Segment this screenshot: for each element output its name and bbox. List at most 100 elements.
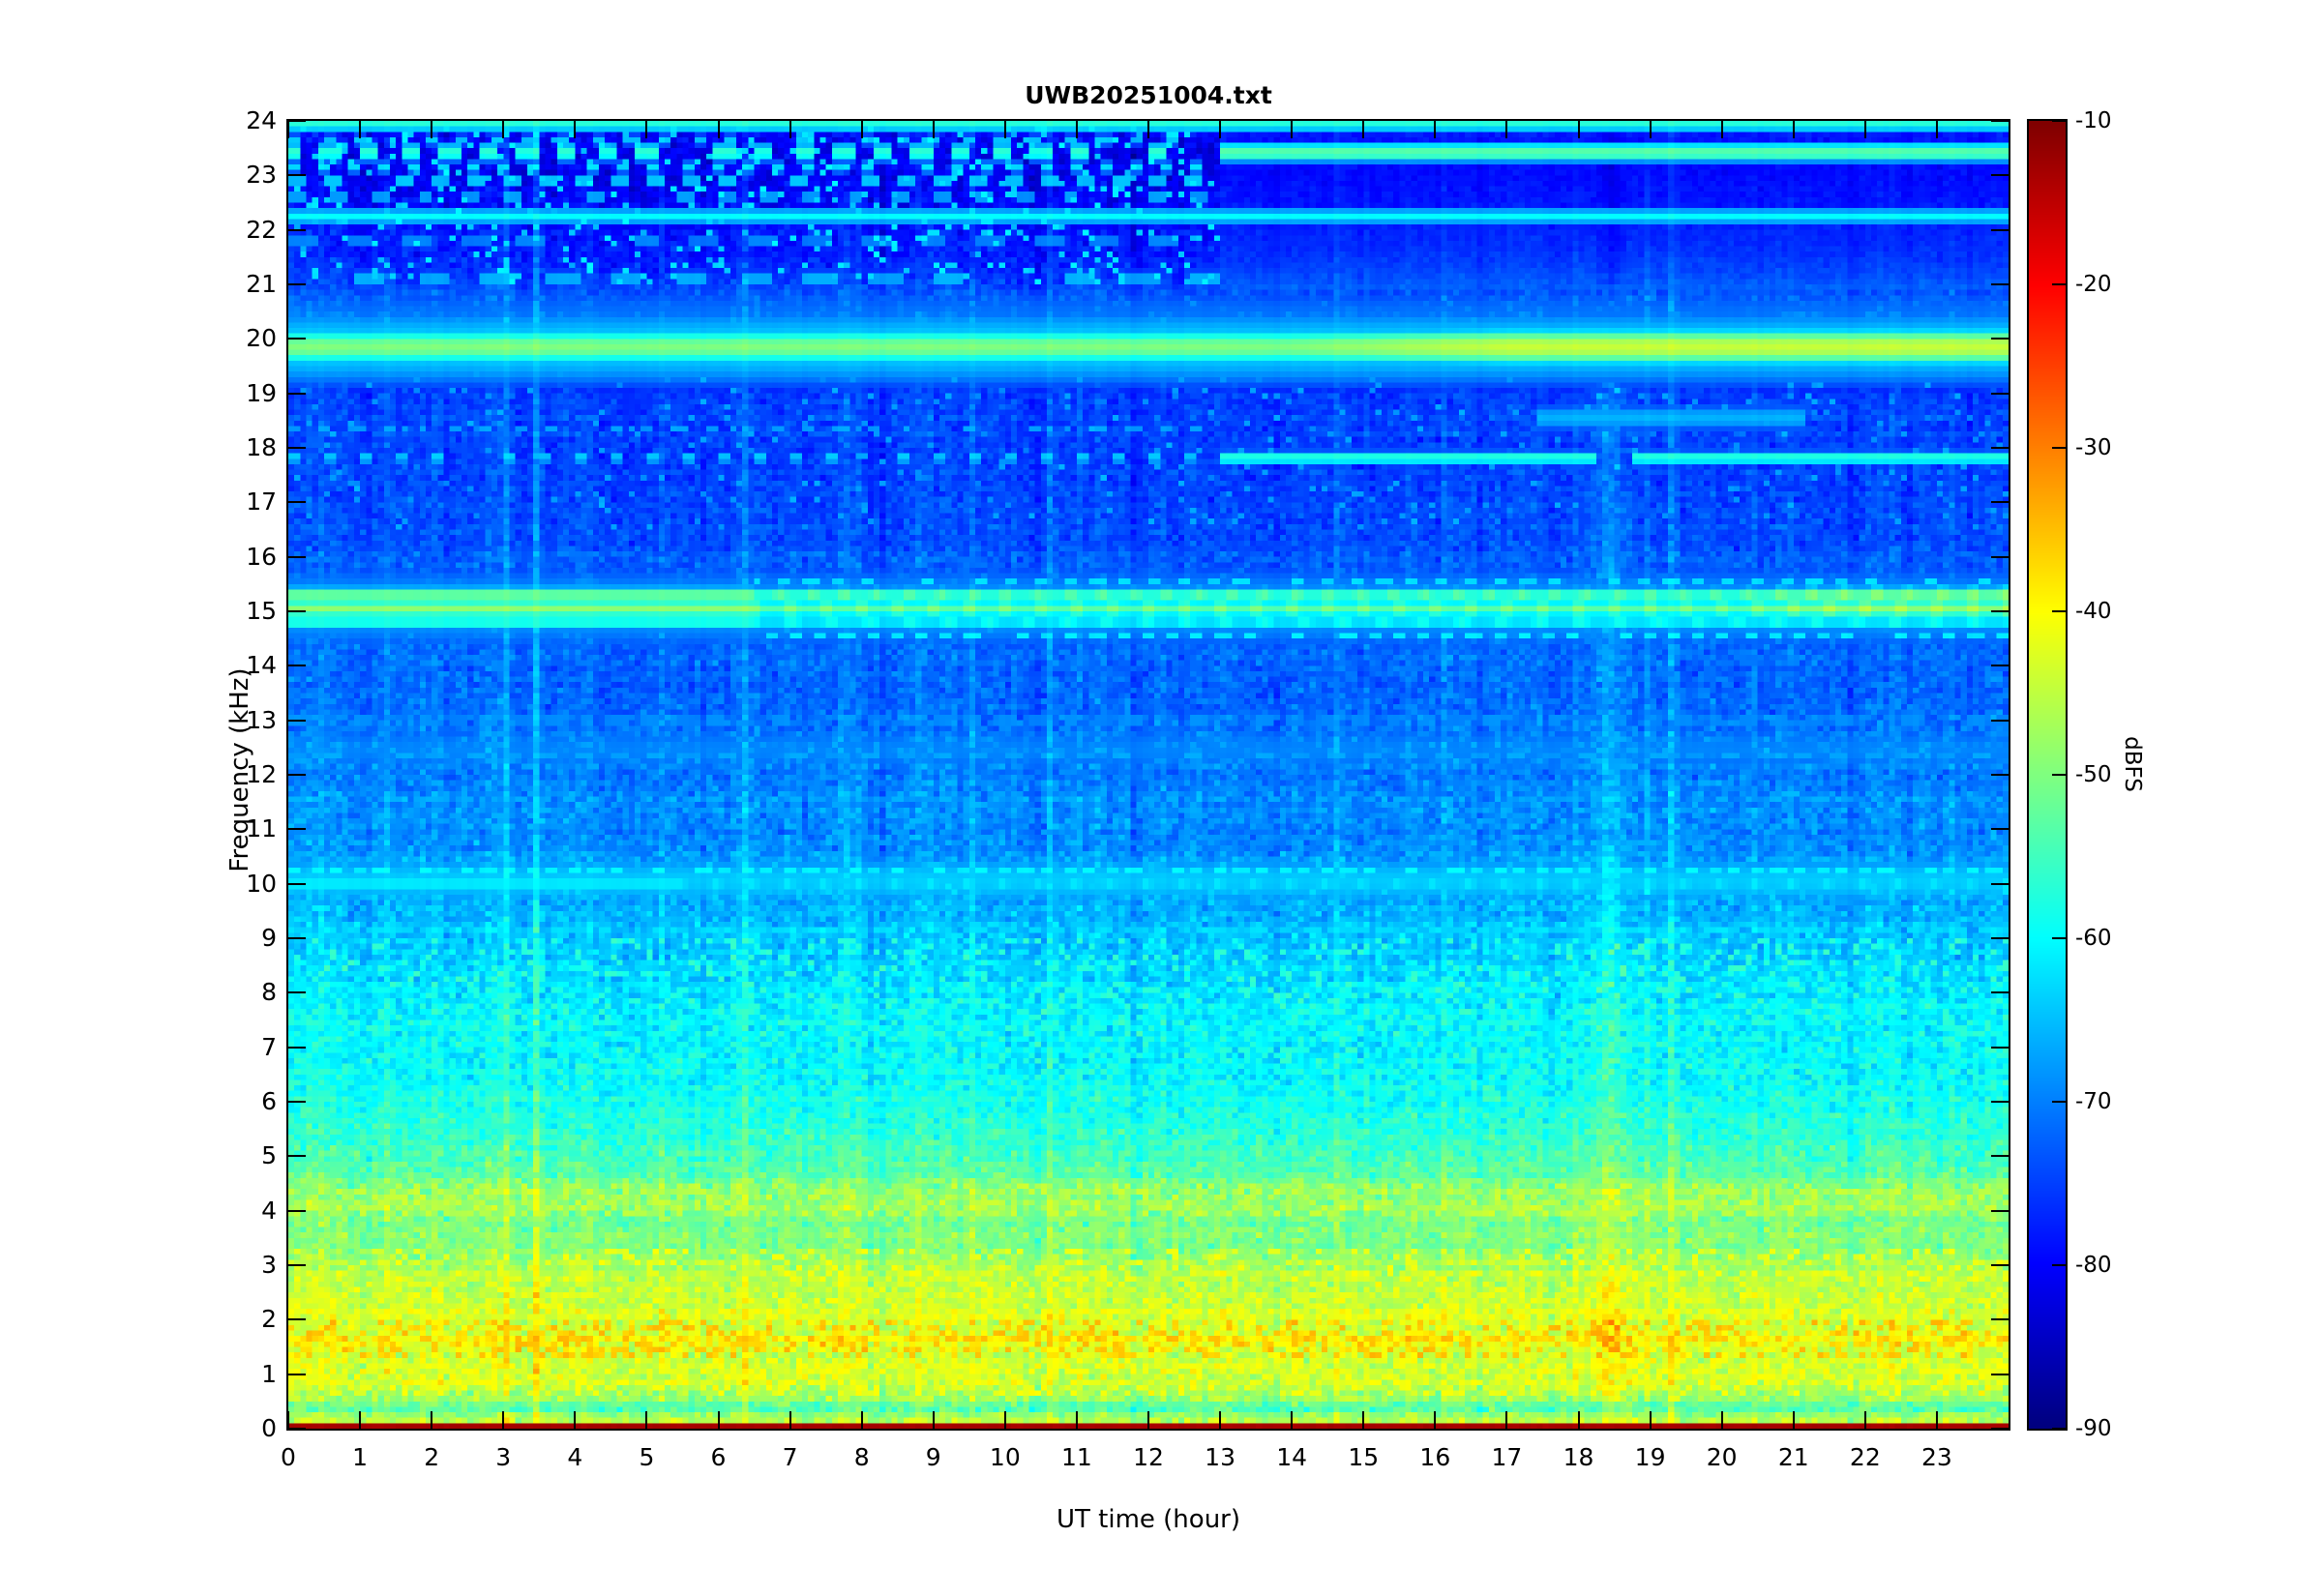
- x-tick-mark-top: [1720, 121, 1723, 138]
- x-tick-mark: [1720, 1411, 1723, 1429]
- y-tick-mark-right: [1991, 501, 2009, 504]
- x-tick-label: 19: [1634, 1443, 1666, 1471]
- y-tick-mark-right: [1991, 882, 2009, 885]
- colorbar-tick-label: -30: [2075, 435, 2112, 460]
- y-tick-label: 23: [246, 161, 277, 190]
- x-tick-label: 6: [710, 1443, 727, 1471]
- x-tick-mark: [717, 1411, 720, 1429]
- x-tick-mark: [1649, 1411, 1652, 1429]
- y-tick-mark-right: [1991, 610, 2009, 612]
- y-tick-mark-right: [1991, 1373, 2009, 1375]
- colorbar-tick-mark: [2052, 1101, 2066, 1103]
- x-tick-mark-top: [1792, 121, 1795, 138]
- x-tick-mark-top: [574, 121, 577, 138]
- y-tick-label: 19: [246, 378, 277, 407]
- x-tick-label: 15: [1348, 1443, 1380, 1471]
- x-tick-mark-top: [645, 121, 648, 138]
- x-tick-mark: [431, 1411, 433, 1429]
- y-tick-mark: [288, 501, 306, 504]
- y-tick-mark: [288, 774, 306, 776]
- x-tick-mark: [1147, 1411, 1149, 1429]
- x-tick-mark-top: [1219, 121, 1222, 138]
- colorbar-tick-mark: [2052, 937, 2066, 939]
- x-tick-mark-top: [1075, 121, 1078, 138]
- y-tick-mark-right: [1991, 1264, 2009, 1266]
- x-tick-label: 1: [352, 1443, 369, 1471]
- x-tick-mark-top: [860, 121, 863, 138]
- x-tick-label: 14: [1276, 1443, 1308, 1471]
- x-tick-mark-top: [1649, 121, 1652, 138]
- y-tick-mark-right: [1991, 1428, 2009, 1430]
- y-tick-label: 5: [261, 1141, 277, 1170]
- x-tick-label: 22: [1849, 1443, 1881, 1471]
- y-tick-label: 6: [261, 1087, 277, 1115]
- y-tick-mark-right: [1991, 937, 2009, 939]
- colorbar-tick-label: -20: [2075, 272, 2112, 297]
- y-tick-label: 21: [246, 270, 277, 298]
- y-tick-mark: [288, 1209, 306, 1212]
- y-tick-mark-right: [1991, 392, 2009, 395]
- x-tick-mark-top: [1863, 121, 1866, 138]
- y-tick-mark-right: [1991, 228, 2009, 231]
- x-tick-mark-top: [717, 121, 720, 138]
- y-tick-label: 10: [246, 869, 277, 898]
- colorbar-tick-mark: [2052, 774, 2066, 776]
- x-tick-label: 7: [782, 1443, 798, 1471]
- y-tick-label: 24: [246, 106, 277, 134]
- x-tick-mark-top: [287, 121, 289, 138]
- y-tick-label: 3: [261, 1251, 277, 1279]
- y-tick-mark-right: [1991, 1318, 2009, 1321]
- y-tick-mark: [288, 882, 306, 885]
- x-tick-label: 4: [567, 1443, 583, 1471]
- x-tick-mark: [502, 1411, 505, 1429]
- chart-title: UWB20251004.txt: [1025, 81, 1272, 109]
- x-tick-mark: [860, 1411, 863, 1429]
- x-tick-mark: [1075, 1411, 1078, 1429]
- x-tick-mark: [1434, 1411, 1437, 1429]
- x-tick-mark: [1291, 1411, 1294, 1429]
- x-axis-label: UT time (hour): [1056, 1505, 1241, 1534]
- colorbar-tick-label: -70: [2075, 1089, 2112, 1114]
- y-tick-mark: [288, 338, 306, 340]
- y-tick-mark-right: [1991, 1046, 2009, 1049]
- y-tick-mark-right: [1991, 120, 2009, 122]
- x-tick-mark-top: [1434, 121, 1437, 138]
- x-tick-mark: [932, 1411, 935, 1429]
- y-tick-label: 0: [261, 1414, 277, 1442]
- y-tick-label: 18: [246, 433, 277, 461]
- y-tick-mark: [288, 1046, 306, 1049]
- x-tick-mark-top: [1147, 121, 1149, 138]
- colorbar-label: dBFS: [2120, 736, 2145, 792]
- colorbar-tick-mark: [2052, 120, 2066, 122]
- x-tick-mark-top: [359, 121, 362, 138]
- y-tick-mark-right: [1991, 991, 2009, 994]
- y-tick-mark: [288, 1428, 306, 1430]
- x-tick-label: 3: [495, 1443, 512, 1471]
- y-tick-mark: [288, 120, 306, 122]
- x-tick-mark: [1792, 1411, 1795, 1429]
- spectrogram-heatmap: [288, 121, 2009, 1429]
- y-tick-mark-right: [1991, 283, 2009, 285]
- x-tick-label: 9: [925, 1443, 941, 1471]
- x-tick-mark: [1003, 1411, 1006, 1429]
- y-tick-mark: [288, 228, 306, 231]
- x-tick-label: 20: [1706, 1443, 1738, 1471]
- x-tick-label: 13: [1205, 1443, 1235, 1471]
- y-tick-mark-right: [1991, 774, 2009, 776]
- y-tick-mark: [288, 665, 306, 667]
- x-tick-label: 16: [1419, 1443, 1451, 1471]
- x-tick-mark-top: [1291, 121, 1294, 138]
- x-tick-mark: [1219, 1411, 1222, 1429]
- y-tick-mark-right: [1991, 719, 2009, 722]
- y-tick-mark: [288, 1101, 306, 1103]
- y-tick-mark: [288, 1318, 306, 1321]
- y-tick-label: 13: [246, 705, 277, 734]
- y-tick-mark-right: [1991, 174, 2009, 177]
- y-tick-mark: [288, 937, 306, 939]
- colorbar-tick-mark: [2052, 283, 2066, 285]
- x-tick-mark: [359, 1411, 362, 1429]
- x-tick-label: 21: [1777, 1443, 1809, 1471]
- y-tick-label: 7: [261, 1032, 277, 1061]
- x-tick-mark: [574, 1411, 577, 1429]
- y-tick-mark: [288, 174, 306, 177]
